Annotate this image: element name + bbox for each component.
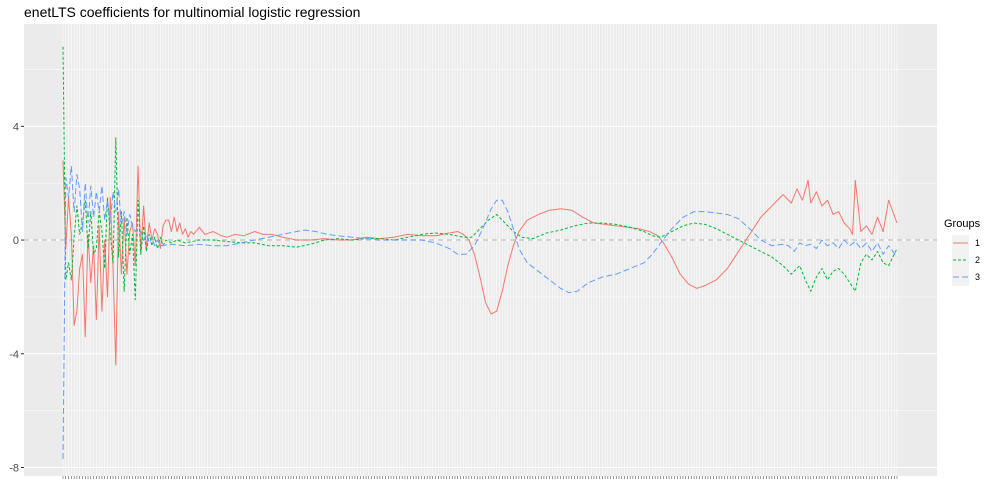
legend-label-1: 1 <box>975 238 980 248</box>
horizontal-gridlines <box>24 69 937 469</box>
legend: Groups 1 2 3 <box>944 218 981 286</box>
y-tick-label: 4 <box>13 121 19 133</box>
vertical-gridlines <box>62 24 898 476</box>
x-axis <box>62 476 898 479</box>
y-tick-label: 0 <box>13 235 19 247</box>
series-lines <box>62 46 898 459</box>
y-tick-label: -8 <box>9 462 19 474</box>
chart-title: enetLTS coefficients for multinomial log… <box>24 4 360 20</box>
series-3-line <box>62 165 898 459</box>
legend-key-background <box>952 269 969 286</box>
plot-panel <box>24 24 937 476</box>
legend-label-2: 2 <box>975 255 980 265</box>
y-tick-label: -4 <box>9 349 19 361</box>
y-axis: -8 -4 0 4 <box>9 121 24 474</box>
series-1-line <box>62 160 898 366</box>
legend-title: Groups <box>944 218 981 230</box>
legend-label-3: 3 <box>975 272 980 282</box>
